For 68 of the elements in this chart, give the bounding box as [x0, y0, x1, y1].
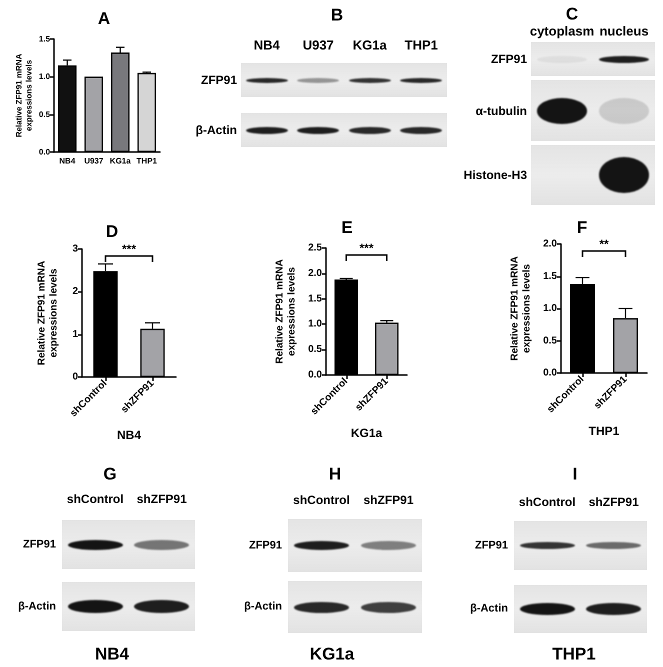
annotation: *** — [122, 242, 136, 256]
category-label: NB4 — [254, 38, 280, 52]
category-label: shControl — [518, 495, 576, 509]
category-label: ZFP91 — [474, 539, 508, 551]
x-axis-title: KG1a — [350, 426, 382, 440]
y-tick-label: 1.5 — [543, 270, 558, 282]
chart-title: A — [98, 9, 110, 28]
y-tick-label: 2.5 — [308, 242, 322, 254]
category-label: shZFP91 — [588, 495, 639, 509]
category-label: β-Actin — [244, 600, 282, 612]
x-axis-title: NB4 — [116, 428, 142, 442]
y-tick-label: 1.0 — [543, 303, 558, 314]
y-tick-label: 0.5 — [543, 335, 558, 346]
text: THP1 — [552, 644, 596, 664]
text: KG1a — [310, 644, 354, 664]
category-label: Histone-H3 — [464, 168, 527, 182]
category-label: cytoplasm — [530, 24, 594, 38]
chart-title: D — [106, 222, 118, 241]
category-label: β-Actin — [196, 123, 237, 137]
category-label: β-Actin — [470, 602, 508, 614]
y-tick-label: 0.5 — [308, 344, 322, 356]
y-tick-label: 1.5 — [38, 34, 51, 44]
category-label: ZFP91 — [22, 538, 56, 550]
category-label: THP1 — [404, 38, 438, 52]
category-label: U937 — [302, 38, 334, 52]
y-axis-title: Relative ZFP91 mRNA expressions levels — [14, 53, 34, 138]
category-label: ZFP91 — [200, 73, 237, 87]
text: H — [328, 464, 342, 484]
category-label: ZFP91 — [490, 52, 527, 66]
x-tick-label: KG1a — [110, 156, 132, 166]
text: G — [103, 464, 117, 484]
x-tick-label: U937 — [84, 156, 104, 166]
x-tick-label: NB4 — [59, 156, 76, 166]
x-tick-label: THP1 — [136, 156, 158, 166]
category-label: β-Actin — [18, 600, 56, 612]
y-tick-label: 2.0 — [308, 268, 322, 279]
category-label: shControl — [293, 493, 350, 507]
text: C — [566, 4, 578, 24]
y-tick-label: 1.0 — [38, 72, 51, 82]
y-tick-label: 2 — [72, 286, 78, 298]
y-tick-label: 1.0 — [308, 318, 322, 330]
y-tick-label: 0.0 — [308, 370, 322, 380]
y-tick-label: 3 — [72, 244, 78, 254]
chart-title: F — [576, 218, 588, 237]
annotation: ** — [599, 237, 609, 251]
y-axis-title: Relative ZFP91 mRNA expressions levels — [510, 256, 532, 361]
text: I — [572, 464, 578, 484]
x-axis-title: THP1 — [588, 424, 620, 438]
y-tick-label: 0.0 — [543, 368, 558, 378]
category-label: α-tubulin — [476, 104, 527, 118]
chart-title: E — [341, 218, 353, 237]
category-label: KG1a — [352, 38, 387, 52]
y-tick-label: 1 — [72, 328, 78, 340]
y-tick-label: 2.0 — [543, 238, 558, 250]
y-axis-title: Relative ZFP91 mRNA expressions levels — [36, 260, 60, 366]
y-tick-label: 0 — [72, 372, 78, 382]
text: NB4 — [94, 644, 130, 664]
text: B — [330, 6, 344, 24]
category-label: ZFP91 — [248, 539, 282, 551]
y-tick-label: 1.5 — [308, 293, 322, 304]
annotation: *** — [359, 241, 374, 255]
category-label: shZFP91 — [136, 492, 187, 506]
y-axis-title: Relative ZFP91 mRNA expressions levels — [274, 259, 298, 364]
y-tick-label: 0.5 — [38, 110, 51, 119]
category-label: shControl — [66, 492, 124, 506]
category-label: shZFP91 — [363, 493, 414, 507]
y-tick-label: 0.0 — [38, 148, 51, 156]
category-label: nucleus — [599, 24, 649, 38]
